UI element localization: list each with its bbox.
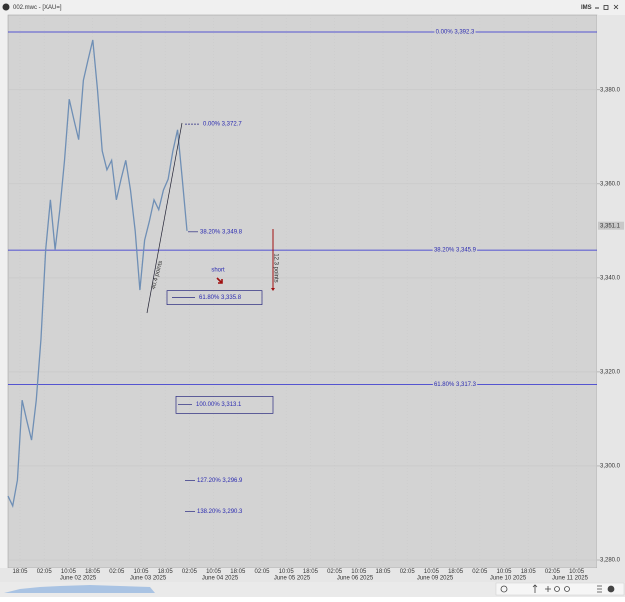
x-tick-label: 02:05	[109, 569, 125, 575]
fib-label: 61.80% 3,317.3	[434, 382, 477, 388]
toolbar-icons[interactable]	[500, 584, 615, 593]
x-tick-label: 10:05	[496, 569, 512, 575]
trend-line	[146, 122, 183, 314]
y-tick-label: 3,280.0	[600, 558, 621, 564]
x-tick-label: 10:05	[351, 569, 367, 575]
zone-box	[175, 396, 274, 414]
x-tick-label: 18:05	[158, 569, 174, 575]
x-tick-label: 18:05	[85, 569, 101, 575]
signal-arrow	[216, 277, 223, 284]
fib-sublabel: 127.20% 3,296.9	[197, 478, 243, 484]
date-label: June 05 2025	[274, 576, 311, 582]
signal-label: short	[211, 268, 225, 274]
date-label: June 09 2025	[417, 576, 454, 582]
fib-sublabel: 100.00% 3,313.1	[196, 402, 242, 408]
x-tick-label: 10:05	[279, 569, 295, 575]
x-tick-label: 10:05	[424, 569, 440, 575]
date-label: June 11 2025	[552, 576, 589, 582]
toolbar	[495, 582, 625, 596]
x-tick-label: 02:05	[327, 569, 343, 575]
x-tick-label: 10:05	[569, 569, 585, 575]
x-tick-label: 10:05	[61, 569, 77, 575]
move-label: 12.3 points	[272, 253, 278, 282]
chart: 3,280.0 3,300.0 3,320.0 3,340.0 3,360.0 3,380…	[7, 15, 624, 582]
y-tick-label: 3,320.0	[600, 370, 621, 376]
menu[interactable]: IMS	[581, 5, 592, 11]
window-title: 002.mwc - [XAU=]	[13, 5, 62, 11]
x-tick-label: 18:05	[12, 569, 28, 575]
time-axis	[0, 568, 625, 582]
x-tick-label: 18:05	[448, 569, 464, 575]
y-tick-label: 3,300.0	[600, 464, 621, 470]
y-tick-label: 3,360.0	[600, 181, 621, 187]
navigator-area	[4, 585, 155, 593]
last-price-box	[598, 221, 624, 230]
price-line	[7, 39, 188, 509]
move-arrow	[271, 288, 275, 291]
maximize[interactable]	[603, 5, 609, 10]
x-tick-label: 02:05	[37, 569, 53, 575]
date-label: June 06 2025	[337, 576, 374, 582]
close[interactable]	[613, 4, 619, 10]
x-tick-label: 18:05	[230, 569, 246, 575]
fib-label: 38.20% 3,345.9	[434, 248, 477, 254]
fib-sublabel: 61.80% 3,335.8	[199, 295, 242, 301]
app-icon	[2, 3, 10, 11]
fib-sublabel: 38.20% 3,349.8	[200, 229, 243, 235]
x-tick-label: 10:05	[133, 569, 149, 575]
x-tick-label: 10:05	[206, 569, 222, 575]
x-tick-label: 18:05	[521, 569, 537, 575]
date-label: June 03 2025	[130, 576, 167, 582]
navigator[interactable]	[0, 582, 625, 597]
x-tick-label: 18:05	[375, 569, 391, 575]
fib-label: 0.00% 3,392.3	[436, 30, 475, 36]
price-axis	[597, 15, 625, 568]
y-tick-label: 3,340.0	[600, 275, 621, 281]
date-label: June 04 2025	[202, 576, 239, 582]
x-tick-label: 02:05	[472, 569, 488, 575]
y-tick-label: 3,380.0	[600, 87, 621, 93]
fib-sublabel: 0.00% 3,372.7	[203, 122, 242, 128]
x-tick-label: 02:05	[254, 569, 270, 575]
last-price-label: 3,351.1	[600, 223, 621, 229]
x-tick-label: 02:05	[545, 569, 561, 575]
date-label: June 02 2025	[60, 576, 97, 582]
plot-area	[7, 14, 598, 569]
x-tick-label: 02:05	[400, 569, 416, 575]
fib-sublabel: 138.20% 3,290.3	[197, 509, 243, 515]
zone-box	[166, 290, 263, 305]
date-label: June 10 2025	[490, 576, 527, 582]
x-tick-label: 02:05	[182, 569, 198, 575]
x-tick-label: 18:05	[303, 569, 319, 575]
